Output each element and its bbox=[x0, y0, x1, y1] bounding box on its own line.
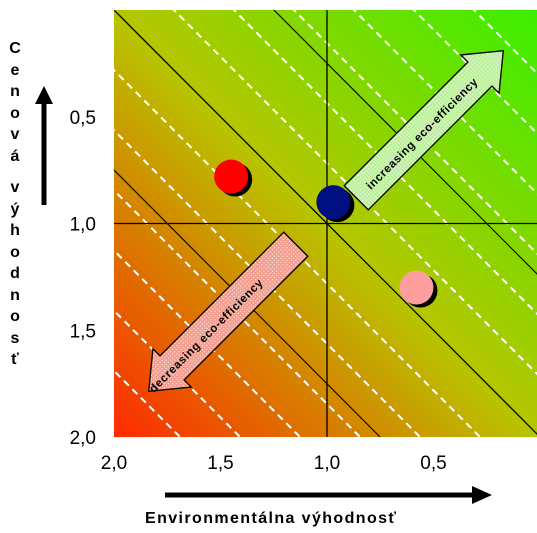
y-axis-label-char: n bbox=[10, 286, 20, 304]
y-axis-label-char: o bbox=[10, 308, 20, 325]
y-axis-label-char: o bbox=[10, 104, 20, 122]
y-axis-label-char: h bbox=[10, 222, 20, 239]
y-axis-label-char: s bbox=[10, 329, 20, 347]
arrow-shape bbox=[147, 231, 309, 393]
y-tick-label: 1,0 bbox=[70, 215, 96, 236]
y-axis: 0,5 1,0 1,5 2,0 bbox=[35, 86, 96, 449]
y-tick-labels: 0,5 1,0 1,5 2,0 bbox=[70, 108, 96, 449]
arrow-shape bbox=[343, 49, 505, 211]
x-tick-label: 1,0 bbox=[314, 453, 340, 474]
y-axis-label-char: ý bbox=[10, 200, 20, 218]
y-axis-label-char: ť bbox=[11, 351, 19, 368]
x-tick-label: 2,0 bbox=[101, 453, 127, 474]
x-axis-arrowhead bbox=[472, 486, 492, 504]
y-axis-label-char bbox=[13, 167, 17, 177]
y-axis-label-char: d bbox=[10, 265, 20, 282]
x-tick-label: 0,5 bbox=[420, 453, 446, 474]
y-tick-label: 2,0 bbox=[70, 428, 96, 449]
y-tick-label: 1,5 bbox=[70, 321, 96, 342]
diagonal-dashed-line bbox=[352, 10, 537, 195]
data-point bbox=[214, 159, 249, 194]
reference-lines bbox=[114, 10, 537, 437]
y-axis-label-char: o bbox=[10, 243, 20, 261]
diagonal-dashed-line bbox=[472, 10, 537, 75]
y-axis-label-char: á bbox=[10, 147, 20, 165]
x-axis-label: Environmentálna výhodnosť bbox=[145, 510, 398, 527]
y-axis-label-char: e bbox=[10, 61, 20, 79]
y-axis-arrowhead bbox=[35, 86, 53, 104]
data-point bbox=[316, 185, 351, 220]
x-axis: 2,0 1,5 1,0 0,5 bbox=[101, 453, 492, 504]
y-tick-label: 0,5 bbox=[70, 108, 96, 129]
y-axis-label-char: v bbox=[10, 179, 20, 196]
y-axis-label-char: v bbox=[10, 126, 20, 143]
y-axis-label-char: C bbox=[9, 40, 21, 57]
y-axis-label-char: n bbox=[10, 83, 20, 100]
data-point bbox=[399, 270, 434, 305]
data-points bbox=[214, 159, 438, 308]
x-tick-label: 1,5 bbox=[207, 453, 233, 474]
x-tick-labels: 2,0 1,5 1,0 0,5 bbox=[101, 453, 447, 474]
